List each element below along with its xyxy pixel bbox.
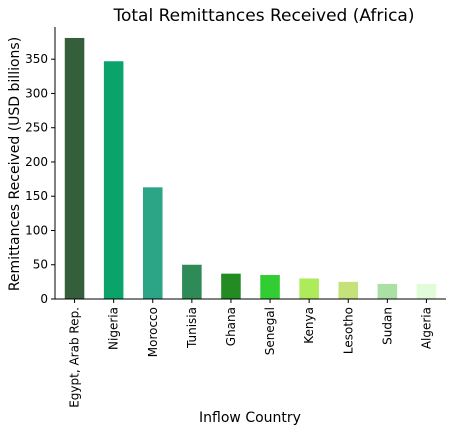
y-axis-title: Remittances Received (USD billions) [7, 37, 23, 291]
bars-group [64, 37, 437, 299]
y-tick-label: 100 [25, 223, 48, 237]
bar-tunisia [182, 264, 202, 299]
y-tick-label: 200 [25, 155, 48, 169]
bar-sudan [377, 283, 398, 299]
bar-kenya [299, 278, 319, 299]
bar-lesotho [338, 281, 359, 299]
bar-egypt-arab-rep [64, 37, 85, 299]
x-tick-label: Tunisia [185, 307, 199, 349]
x-tick-label: Ghana [224, 307, 238, 346]
chart-title: Total Remittances Received (Africa) [113, 6, 415, 26]
x-tick-label: Egypt, Arab Rep. [68, 307, 82, 408]
bar-nigeria [103, 61, 124, 299]
y-tick-label: 350 [25, 52, 48, 66]
x-tick-label: Kenya [302, 307, 316, 344]
bar-algeria [416, 283, 437, 299]
y-tick-label: 0 [40, 292, 48, 306]
x-tick-label: Nigeria [107, 307, 121, 350]
y-tick-label: 250 [25, 121, 48, 135]
x-axis-title: Inflow Country [199, 410, 301, 426]
bar-morocco [142, 187, 163, 299]
y-tick-label: 150 [25, 189, 48, 203]
y-tick-label: 50 [33, 258, 48, 272]
y-axis-ticks: 0 50 100 150 200 250 300 350 [25, 52, 55, 306]
y-tick-label: 300 [25, 86, 48, 100]
x-axis-ticks: Egypt, Arab Rep. Nigeria Morocco Tunisia Gha… [68, 299, 433, 408]
bar-ghana [221, 273, 241, 299]
bar-senegal [260, 275, 280, 299]
x-tick-label: Morocco [146, 307, 160, 357]
x-tick-label: Lesotho [341, 307, 355, 354]
x-tick-label: Algeria [419, 307, 433, 349]
x-tick-label: Senegal [263, 307, 277, 355]
x-tick-label: Sudan [380, 307, 394, 345]
